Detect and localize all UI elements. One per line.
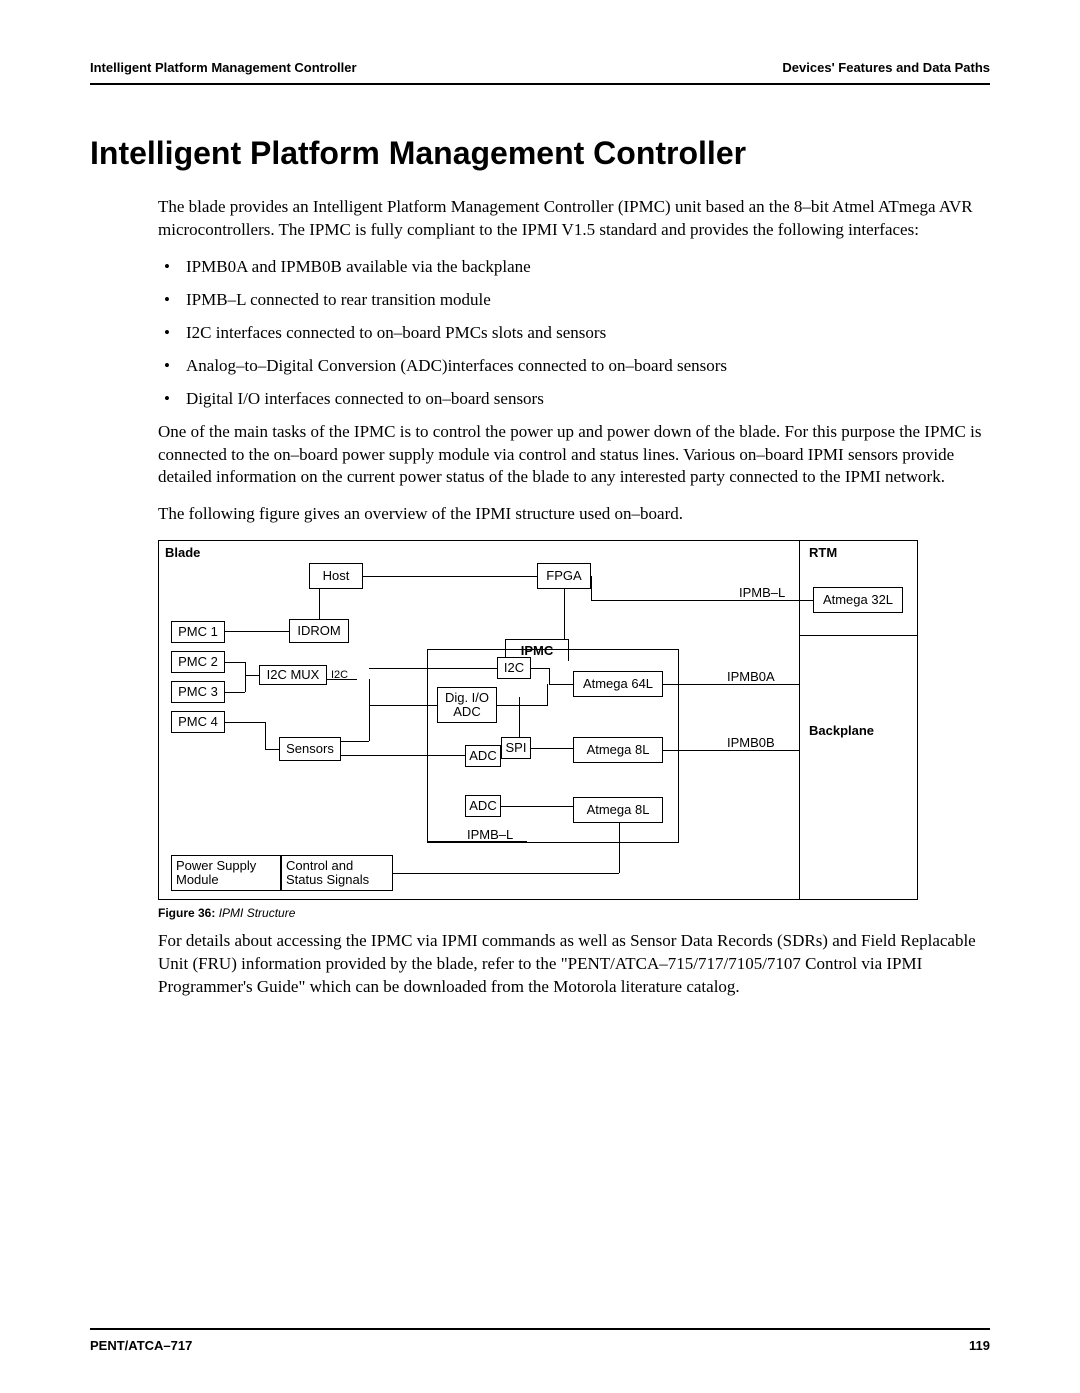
ctrl-box: Control and Status Signals: [281, 855, 393, 891]
pmc2-box: PMC 2: [171, 651, 225, 673]
pmc3-box: PMC 3: [171, 681, 225, 703]
body-paragraph: The following figure gives an overview o…: [158, 503, 990, 526]
backplane-label: Backplane: [809, 723, 874, 738]
footer-left: PENT/ATCA–717: [90, 1338, 192, 1353]
psm-box: Power Supply Module: [171, 855, 281, 891]
body-paragraph: For details about accessing the IPMC via…: [158, 930, 990, 999]
caption-number: Figure 36:: [158, 906, 215, 920]
sensors-box: Sensors: [279, 737, 341, 761]
pmc4-box: PMC 4: [171, 711, 225, 733]
ipmb-l-label: IPMB–L: [739, 585, 785, 600]
page-header: Intelligent Platform Management Controll…: [90, 60, 990, 85]
intro-paragraph: The blade provides an Intelligent Platfo…: [158, 196, 990, 242]
body-paragraph: One of the main tasks of the IPMC is to …: [158, 421, 990, 490]
page-footer: PENT/ATCA–717 119: [90, 1328, 990, 1353]
adc2-box: ADC: [465, 795, 501, 817]
fpga-box: FPGA: [537, 563, 591, 589]
list-item: Digital I/O interfaces connected to on–b…: [158, 388, 990, 411]
atmega32l-box: Atmega 32L: [813, 587, 903, 613]
host-box: Host: [309, 563, 363, 589]
ipmb0b-label: IPMB0B: [727, 735, 775, 750]
rtm-label: RTM: [809, 545, 837, 560]
list-item: I2C interfaces connected to on–board PMC…: [158, 322, 990, 345]
blade-label: Blade: [165, 545, 200, 560]
header-left: Intelligent Platform Management Controll…: [90, 60, 357, 75]
spi-box: SPI: [501, 737, 531, 759]
i2c-box: I2C: [497, 657, 531, 679]
caption-text: IPMI Structure: [215, 906, 295, 920]
idrom-box: IDROM: [289, 619, 349, 643]
atmega64l-box: Atmega 64L: [573, 671, 663, 697]
interface-list: IPMB0A and IPMB0B available via the back…: [158, 256, 990, 411]
figure-caption: Figure 36: IPMI Structure: [158, 906, 990, 920]
atmega8l-2-box: Atmega 8L: [573, 797, 663, 823]
atmega8l-1-box: Atmega 8L: [573, 737, 663, 763]
list-item: IPMB–L connected to rear transition modu…: [158, 289, 990, 312]
i2cmux-box: I2C MUX: [259, 665, 327, 685]
header-right: Devices' Features and Data Paths: [782, 60, 990, 75]
digio-box: Dig. I/O ADC: [437, 687, 497, 723]
adc1-box: ADC: [465, 745, 501, 767]
ipmb-l2-label: IPMB–L: [467, 827, 513, 842]
list-item: Analog–to–Digital Conversion (ADC)interf…: [158, 355, 990, 378]
footer-page-number: 119: [969, 1338, 990, 1353]
ipmb0a-label: IPMB0A: [727, 669, 775, 684]
page-title: Intelligent Platform Management Controll…: [90, 135, 990, 172]
list-item: IPMB0A and IPMB0B available via the back…: [158, 256, 990, 279]
ipmi-structure-diagram: Blade RTM Backplane Host FPGA Atmega 32L…: [158, 540, 990, 920]
pmc1-box: PMC 1: [171, 621, 225, 643]
